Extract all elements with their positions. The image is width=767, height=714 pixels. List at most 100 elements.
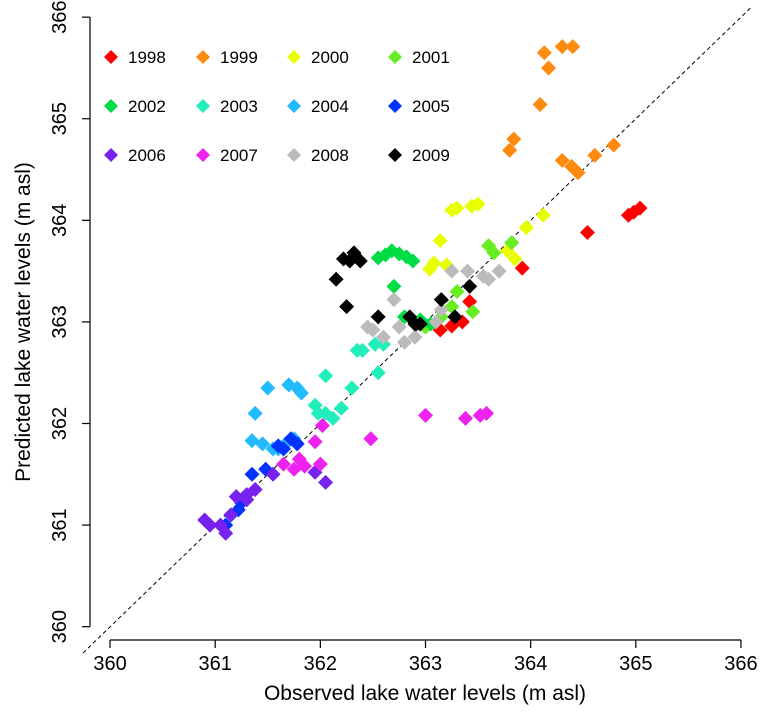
- data-point: [478, 405, 494, 421]
- legend-label: 2006: [128, 146, 166, 165]
- data-point: [239, 487, 255, 503]
- data-point: [405, 253, 421, 269]
- data-point: [365, 322, 381, 338]
- data-point: [312, 456, 328, 472]
- data-point: [564, 158, 580, 174]
- data-point: [514, 260, 530, 276]
- data-point: [536, 45, 552, 61]
- data-point: [314, 418, 330, 434]
- legend-marker: [388, 99, 402, 113]
- data-point: [307, 434, 323, 450]
- legend-marker: [287, 148, 301, 162]
- x-tick-label: 361: [199, 653, 232, 675]
- y-tick-label: 365: [49, 102, 71, 135]
- legend-marker: [104, 50, 118, 64]
- legend-label: 1998: [128, 48, 166, 67]
- data-point: [391, 319, 407, 335]
- data-point: [297, 458, 313, 474]
- data-point: [554, 152, 570, 168]
- data-point: [386, 292, 402, 308]
- data-point: [318, 368, 334, 384]
- data-point: [481, 271, 497, 287]
- data-point: [491, 263, 507, 279]
- data-point: [412, 316, 428, 332]
- data-point: [449, 200, 465, 216]
- data-point: [507, 251, 523, 267]
- data-point: [363, 431, 379, 447]
- data-point: [276, 456, 292, 472]
- data-point: [255, 436, 271, 452]
- legend-marker: [388, 50, 402, 64]
- data-point: [486, 245, 502, 261]
- data-point: [502, 142, 518, 158]
- legend-label: 2000: [311, 48, 349, 67]
- x-axis-label: Observed lake water levels (m asl): [264, 682, 586, 705]
- data-point: [386, 278, 402, 294]
- data-point: [370, 365, 386, 381]
- data-point: [325, 410, 341, 426]
- data-point: [202, 517, 218, 533]
- data-point: [470, 196, 486, 212]
- legend-label: 1999: [220, 48, 258, 67]
- data-point: [432, 233, 448, 249]
- legend-marker: [196, 50, 210, 64]
- data-point: [396, 334, 412, 350]
- data-point: [265, 466, 281, 482]
- x-tick-label: 363: [409, 653, 442, 675]
- data-point: [506, 131, 522, 147]
- legend-label: 2009: [412, 146, 450, 165]
- data-point: [554, 39, 570, 55]
- data-point: [462, 278, 478, 294]
- legend-marker: [196, 99, 210, 113]
- data-point: [244, 466, 260, 482]
- data-point: [535, 207, 551, 223]
- y-tick-label: 362: [49, 407, 71, 440]
- y-axis-label: Predicted lake water levels (m asl): [12, 162, 35, 482]
- legend-label: 2001: [412, 48, 450, 67]
- data-point: [328, 271, 344, 287]
- data-point: [426, 255, 442, 271]
- data-point: [223, 507, 239, 523]
- reference-line: [82, 6, 752, 654]
- x-tick-label: 362: [304, 653, 337, 675]
- legend-marker: [287, 99, 301, 113]
- legend-label: 2004: [311, 97, 349, 116]
- data-point: [375, 329, 391, 345]
- y-tick-label: 361: [49, 508, 71, 541]
- data-point: [289, 436, 305, 452]
- data-point: [344, 380, 360, 396]
- legend-marker: [104, 148, 118, 162]
- data-point: [339, 299, 355, 315]
- data-point: [587, 147, 603, 163]
- data-point: [333, 400, 349, 416]
- legend-label: 2005: [412, 97, 450, 116]
- x-tick-label: 360: [93, 653, 126, 675]
- x-tick-label: 364: [514, 653, 547, 675]
- data-point: [276, 441, 292, 457]
- legend-marker: [388, 148, 402, 162]
- x-tick-label: 366: [724, 653, 757, 675]
- legend-marker: [287, 50, 301, 64]
- data-point: [318, 474, 334, 490]
- data-point: [218, 525, 234, 541]
- legend-label: 2003: [220, 97, 258, 116]
- data-point: [354, 342, 370, 358]
- legend-marker: [104, 99, 118, 113]
- data-point: [428, 314, 444, 330]
- data-point: [367, 336, 383, 352]
- data-point: [293, 385, 309, 401]
- y-tick-label: 360: [49, 610, 71, 643]
- legend-label: 2007: [220, 146, 258, 165]
- legend-label: 2002: [128, 97, 166, 116]
- data-point: [518, 219, 534, 235]
- data-point: [632, 200, 648, 216]
- y-tick-label: 363: [49, 305, 71, 338]
- data-point: [565, 39, 581, 55]
- legend-label: 2008: [311, 146, 349, 165]
- data-point: [407, 329, 423, 345]
- data-point: [465, 304, 481, 320]
- data-point: [504, 235, 520, 251]
- x-tick-label: 365: [619, 653, 652, 675]
- y-tick-label: 364: [49, 204, 71, 237]
